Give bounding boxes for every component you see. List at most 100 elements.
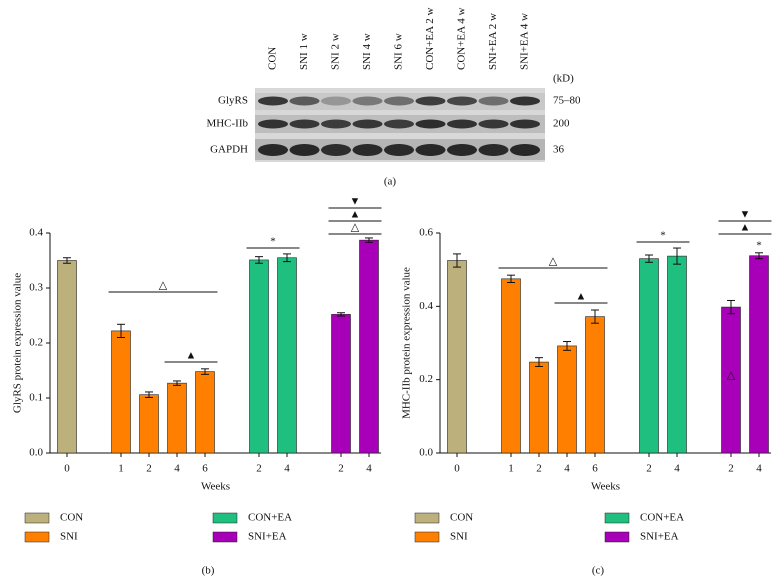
lane-label: SNI 1 w [298,33,310,70]
blot-band [289,96,320,106]
y-tick-label: 0.0 [419,447,433,459]
error-bar [727,299,735,315]
blot-band [415,144,446,156]
blot-band [258,144,288,156]
x-tick-label: 4 [756,463,762,475]
lane-label: SNI 6 w [393,33,405,70]
blot-band [258,119,288,129]
lane-label: SNI+EA 4 w [519,13,531,70]
x-tick-label: 4 [174,463,180,475]
bar [557,345,577,454]
kd-label: 200 [553,118,570,130]
panel-caption: (a) [384,176,397,188]
significance-marker: △ [159,280,168,292]
y-axis-label: GlyRS protein expression value [12,273,24,413]
y-axis-label: MHC-IIb protein expression value [401,267,413,419]
blot-band [447,144,477,156]
x-tick-label: 4 [284,463,290,475]
y-tick-label: 0.4 [419,300,433,312]
bar [639,258,659,454]
bar [139,394,159,454]
error-bar [535,357,543,367]
legend-label: SNI+EA [640,531,679,543]
blot-band [321,119,351,129]
bar [167,382,187,454]
blot-band [510,119,540,129]
bar [277,257,297,454]
blot-band [289,119,320,129]
legend-label: CON+EA [248,512,292,524]
bar [585,316,605,454]
error-bar [145,391,153,398]
error-bar [507,274,515,283]
blot-band [478,96,509,106]
x-tick-label: 4 [366,463,372,475]
significance-marker: ▲ [740,222,751,234]
significance-marker: △ [351,222,360,234]
bar [331,314,351,454]
kd-label: 36 [553,144,565,156]
x-tick-label: 6 [202,463,208,475]
x-tick-label: 6 [592,463,598,475]
x-tick-label: 4 [674,463,680,475]
error-bar [173,380,181,386]
blot-band [258,96,288,106]
legend-swatch [212,512,238,524]
error-bar [453,253,461,268]
panel-caption: (b) [202,565,215,577]
lane-label: CON [267,47,279,70]
blot-band [352,96,383,106]
significance-marker: ▲ [576,291,587,303]
bar [749,255,769,454]
lane-label: CON+EA 2 w [424,8,436,70]
significance-marker: ▼ [350,196,361,208]
blot-band [384,119,414,129]
bar [111,330,131,454]
legend-swatch [414,512,440,524]
blot-band [384,96,414,106]
significance-marker: ▼ [740,209,751,221]
x-tick-label: 2 [646,463,652,475]
x-axis-label: Weeks [201,481,230,493]
blot-band [447,119,477,129]
x-tick-label: 2 [338,463,344,475]
kd-label: 75–80 [553,95,581,107]
x-tick-label: 0 [454,463,460,475]
legend-label: CON [60,512,83,524]
blot-band [352,119,383,129]
bar [501,278,521,454]
kd-unit: (kD) [553,73,574,85]
legend-swatch [604,531,630,543]
bar [57,260,77,454]
blot-band [289,144,320,156]
x-tick-label: 0 [64,463,70,475]
significance-marker: ▲ [186,350,197,362]
lane-label: SNI 2 w [330,33,342,70]
y-tick-label: 0.3 [29,282,43,294]
y-tick-label: 0.4 [29,227,43,239]
bar [249,259,269,454]
legend-label: SNI [60,531,78,543]
y-tick-label: 0.2 [29,337,43,349]
blot-band [321,144,351,156]
significance-marker: * [756,240,762,252]
blot-band [384,144,414,156]
error-bar [337,312,345,317]
error-bar [283,253,291,263]
y-tick-label: 0.1 [29,392,43,404]
blot-band [321,96,351,106]
error-bar [755,252,763,260]
significance-marker: * [660,230,666,242]
x-tick-label: 4 [564,463,570,475]
blot-band [478,119,509,129]
x-axis-label: Weeks [591,481,620,493]
row-label: GAPDH [210,144,248,156]
x-tick-label: 1 [118,463,124,475]
lane-label: CON+EA 4 w [456,8,468,70]
lane-label: SNI 4 w [361,33,373,70]
legend-swatch [212,531,238,543]
legend-label: SNI [450,531,468,543]
error-bar [63,257,71,264]
row-label: MHC-IIb [206,118,248,130]
